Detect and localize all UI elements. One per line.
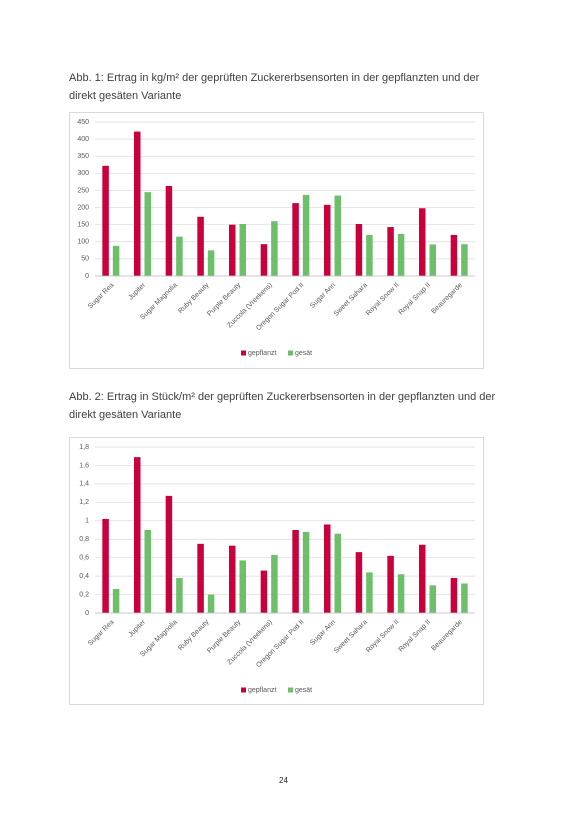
bar xyxy=(176,236,183,276)
bar xyxy=(450,234,458,276)
bar xyxy=(302,194,310,276)
bar xyxy=(419,544,426,613)
x-tick-label: Ruby Beauty xyxy=(177,281,211,315)
bar xyxy=(112,245,120,276)
bar xyxy=(450,577,458,613)
y-tick-label: 250 xyxy=(77,187,89,194)
bar xyxy=(271,221,278,276)
bar xyxy=(397,233,405,276)
bar xyxy=(197,216,204,276)
y-tick-label: 300 xyxy=(77,170,89,177)
y-tick-label: 1,8 xyxy=(79,444,89,451)
y-tick-label: 200 xyxy=(77,204,89,211)
bar xyxy=(387,555,394,613)
y-tick-label: 1,6 xyxy=(79,462,89,469)
y-tick-label: 0,2 xyxy=(79,591,89,598)
bar xyxy=(387,227,394,276)
bar xyxy=(302,531,310,613)
bar xyxy=(102,165,109,276)
bar xyxy=(334,533,341,613)
legend-swatch xyxy=(288,350,293,356)
y-tick-label: 1 xyxy=(85,518,89,525)
bar xyxy=(176,577,183,613)
x-tick-label: Jupiter xyxy=(127,618,147,638)
y-tick-label: 0 xyxy=(85,610,89,617)
x-tick-label: Jupiter xyxy=(127,281,147,301)
x-tick-label: Beauregarde xyxy=(430,619,464,653)
bar xyxy=(207,250,215,276)
bar xyxy=(260,570,268,613)
y-tick-label: 1,4 xyxy=(79,481,89,488)
bar xyxy=(207,594,215,613)
y-tick-label: 150 xyxy=(77,222,89,229)
bar xyxy=(324,204,331,276)
x-tick-label: Sugar Ann xyxy=(309,619,337,647)
bar xyxy=(397,574,405,613)
bar xyxy=(102,518,109,613)
bar xyxy=(355,223,363,276)
figure-caption: Abb. 2: Ertrag in Stück/m² der geprüften… xyxy=(69,391,496,421)
x-tick-label: Sugar Ann xyxy=(309,282,337,310)
x-tick-label: Royal Snap II xyxy=(398,619,433,654)
bar xyxy=(134,457,141,613)
bar xyxy=(461,583,468,613)
bar xyxy=(165,495,173,613)
bar xyxy=(239,223,246,276)
legend-swatch xyxy=(288,687,293,693)
legend-label: gesät xyxy=(295,687,312,694)
bar xyxy=(144,192,151,276)
legend-label: gepflanzt xyxy=(248,687,276,694)
y-tick-label: 0,4 xyxy=(79,573,89,580)
bar xyxy=(260,244,268,276)
bar xyxy=(112,589,120,613)
bar xyxy=(366,572,373,613)
x-tick-label: Ruby Beauty xyxy=(177,618,211,652)
y-tick-label: 0 xyxy=(85,273,89,280)
bar xyxy=(429,244,436,276)
y-tick-label: 0,6 xyxy=(79,555,89,562)
x-tick-label: Sugar Rea xyxy=(87,282,116,311)
x-tick-label: Beauregarde xyxy=(430,282,464,316)
bar xyxy=(165,185,173,276)
y-tick-label: 0,8 xyxy=(79,536,89,543)
y-tick-label: 1,2 xyxy=(79,499,89,506)
x-tick-label: Sweet Sahara xyxy=(333,619,369,655)
y-tick-label: 450 xyxy=(77,119,89,126)
chart-frame xyxy=(69,437,484,705)
x-tick-label: Royal Snap II xyxy=(398,282,433,317)
bar xyxy=(334,195,341,276)
y-tick-label: 50 xyxy=(81,256,89,263)
bar xyxy=(366,234,373,276)
x-tick-label: Sugar Rea xyxy=(87,619,116,648)
chart-frame xyxy=(69,112,484,369)
bar xyxy=(419,208,426,276)
bar xyxy=(229,545,236,613)
y-tick-label: 350 xyxy=(77,153,89,160)
page-number: 24 xyxy=(279,776,288,785)
bar xyxy=(355,552,363,613)
legend-swatch xyxy=(241,687,246,693)
figure-caption: Abb. 1: Ertrag in kg/m² der geprüften Zu… xyxy=(69,72,480,102)
bar xyxy=(292,530,299,613)
bar xyxy=(429,585,436,613)
bar xyxy=(229,224,236,276)
legend-label: gesät xyxy=(295,350,312,357)
bar xyxy=(461,244,468,276)
y-tick-label: 100 xyxy=(77,239,89,246)
x-tick-label: Royal Snow II xyxy=(365,619,401,655)
x-tick-label: Royal Snow II xyxy=(365,282,401,318)
bar xyxy=(271,554,278,613)
bar xyxy=(144,530,151,613)
y-tick-label: 400 xyxy=(77,136,89,143)
bar xyxy=(292,203,299,276)
bar xyxy=(324,524,331,613)
bar xyxy=(134,131,141,276)
legend-swatch xyxy=(241,350,246,356)
legend-label: gepflanzt xyxy=(248,350,276,357)
bar xyxy=(239,560,246,613)
x-tick-label: Sweet Sahara xyxy=(333,282,369,318)
bar xyxy=(197,543,204,613)
